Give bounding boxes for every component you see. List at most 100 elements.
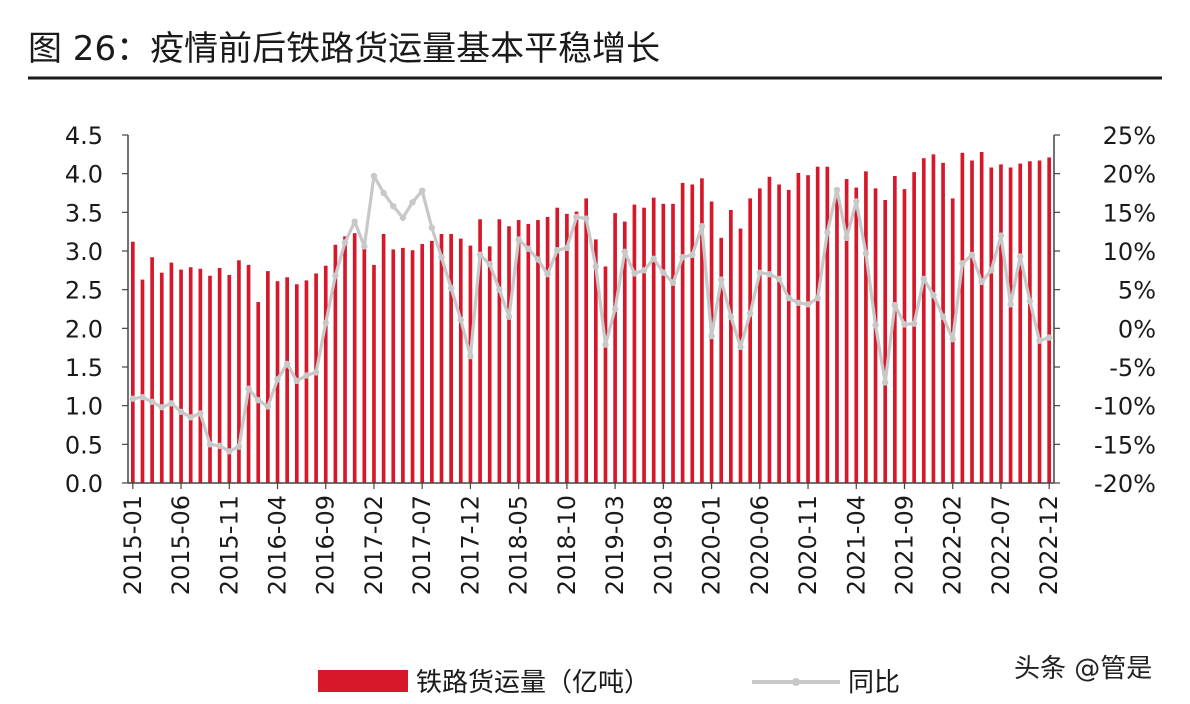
yoy-point-2016-01 — [245, 385, 252, 392]
bar-2017-04 — [391, 249, 396, 483]
yoy-point-2015-10 — [216, 442, 223, 450]
bar-2018-12 — [584, 198, 589, 483]
right-tick-label: 10% — [1103, 238, 1156, 266]
bar-2017-05 — [401, 247, 405, 483]
yoy-point-2015-05 — [168, 400, 175, 407]
yoy-point-2017-02 — [370, 172, 378, 180]
figure-title: 图 26：疫情前后铁路货运量基本平稳增长 — [28, 29, 660, 69]
yoy-point-2022-05 — [978, 278, 985, 286]
watermark: 头条 @管是 — [1014, 654, 1152, 684]
bar-2019-03 — [613, 213, 617, 484]
yoy-point-2021-10 — [910, 320, 918, 327]
yoy-point-2016-04 — [274, 376, 281, 383]
left-tick-label: 4.0 — [65, 161, 103, 189]
bar-2020-11 — [806, 175, 810, 483]
x-tick-label: 2016-04 — [264, 495, 292, 595]
yoy-point-2017-08 — [428, 224, 436, 231]
yoy-point-2018-11 — [573, 213, 580, 221]
x-tick-label: 2022-12 — [1035, 495, 1063, 595]
bar-2021-12 — [931, 154, 936, 483]
yoy-point-2019-06 — [640, 267, 648, 274]
x-tick-label: 2019-03 — [601, 495, 629, 595]
bar-2022-11 — [1037, 160, 1042, 483]
bar-2021-08 — [893, 175, 897, 484]
yoy-point-2020-02 — [718, 276, 725, 283]
bar-2019-06 — [642, 207, 646, 483]
x-tick-label: 2020-11 — [794, 495, 822, 595]
bar-2019-01 — [593, 239, 598, 483]
yoy-point-2016-08 — [312, 369, 320, 376]
yoy-point-2021-09 — [901, 321, 908, 328]
bar-2020-03 — [729, 210, 733, 483]
bar-2017-01 — [362, 244, 367, 483]
bar-2017-11 — [458, 238, 463, 483]
yoy-point-2015-02 — [139, 393, 146, 401]
bar-2020-04 — [738, 228, 743, 483]
x-tick-label: 2020-06 — [746, 495, 774, 595]
yoy-point-2021-03 — [843, 234, 850, 242]
bar-2017-02 — [372, 264, 376, 483]
bar-2021-03 — [844, 179, 849, 483]
yoy-point-2015-04 — [158, 404, 165, 411]
yoy-point-2018-04 — [505, 313, 513, 320]
yoy-point-2020-07 — [766, 271, 773, 278]
yoy-point-2018-03 — [496, 286, 503, 293]
yoy-point-2020-08 — [775, 275, 783, 283]
x-axis-tick-labels: 2015-01 2015-06 2015-11 2016-04 2016-09 2017-… — [119, 495, 1063, 595]
yoy-point-2015-09 — [206, 441, 214, 448]
line-series-yoy — [129, 172, 1053, 455]
left-tick-label: 2.5 — [65, 277, 103, 305]
bar-2022-04 — [970, 160, 974, 483]
bar-2016-08 — [314, 273, 318, 483]
axes — [122, 134, 1060, 489]
yoy-point-2015-06 — [177, 408, 185, 416]
yoy-point-2021-08 — [891, 301, 899, 309]
right-tick-label: -20% — [1094, 470, 1156, 498]
yoy-point-2015-07 — [187, 414, 194, 421]
yoy-point-2021-06 — [872, 322, 879, 329]
bar-2020-09 — [786, 189, 791, 483]
yoy-point-2020-09 — [785, 294, 792, 302]
legend-label-yoy: 同比 — [848, 668, 900, 698]
yoy-point-2017-05 — [399, 214, 407, 221]
yoy-point-2022-01 — [939, 313, 947, 320]
bar-2021-01 — [825, 166, 830, 483]
bar-2015-05 — [169, 262, 174, 483]
left-tick-label: 0.0 — [65, 470, 103, 498]
bar-2015-04 — [159, 272, 164, 483]
yoy-point-2018-12 — [582, 215, 590, 222]
yoy-point-2020-12 — [814, 294, 821, 302]
bar-2021-02 — [835, 187, 839, 483]
yoy-point-2019-10 — [679, 253, 686, 261]
yoy-point-2021-12 — [930, 291, 937, 299]
yoy-point-2022-03 — [959, 260, 966, 267]
x-tick-label: 2020-01 — [698, 495, 726, 595]
right-tick-label: -10% — [1094, 393, 1156, 421]
yoy-point-2018-07 — [534, 256, 542, 263]
bar-2016-12 — [352, 233, 357, 483]
x-tick-label: 2018-10 — [553, 495, 581, 595]
legend-marker-yoy — [792, 678, 800, 686]
left-tick-label: 3.0 — [65, 238, 103, 266]
bar-2018-07 — [536, 220, 540, 483]
bar-2021-05 — [864, 171, 868, 483]
yoy-point-2015-03 — [148, 398, 156, 405]
bar-2020-10 — [796, 172, 801, 483]
yoy-point-2020-05 — [746, 310, 754, 317]
bar-2015-02 — [140, 279, 145, 483]
bar-2017-09 — [439, 233, 444, 483]
bar-2017-08 — [430, 240, 434, 483]
yoy-point-2020-11 — [804, 301, 812, 308]
bar-2021-10 — [912, 172, 916, 483]
yoy-point-2017-10 — [447, 284, 455, 292]
x-tick-label: 2015-01 — [119, 495, 147, 595]
yoy-point-2020-10 — [795, 299, 802, 307]
yoy-point-2019-02 — [602, 341, 609, 348]
yoy-point-2016-09 — [322, 319, 329, 327]
bar-2015-03 — [150, 257, 154, 483]
right-tick-label: 5% — [1118, 277, 1156, 305]
left-tick-label: 0.5 — [65, 431, 103, 459]
bar-2020-07 — [767, 176, 772, 483]
yoy-point-2016-05 — [283, 360, 291, 368]
